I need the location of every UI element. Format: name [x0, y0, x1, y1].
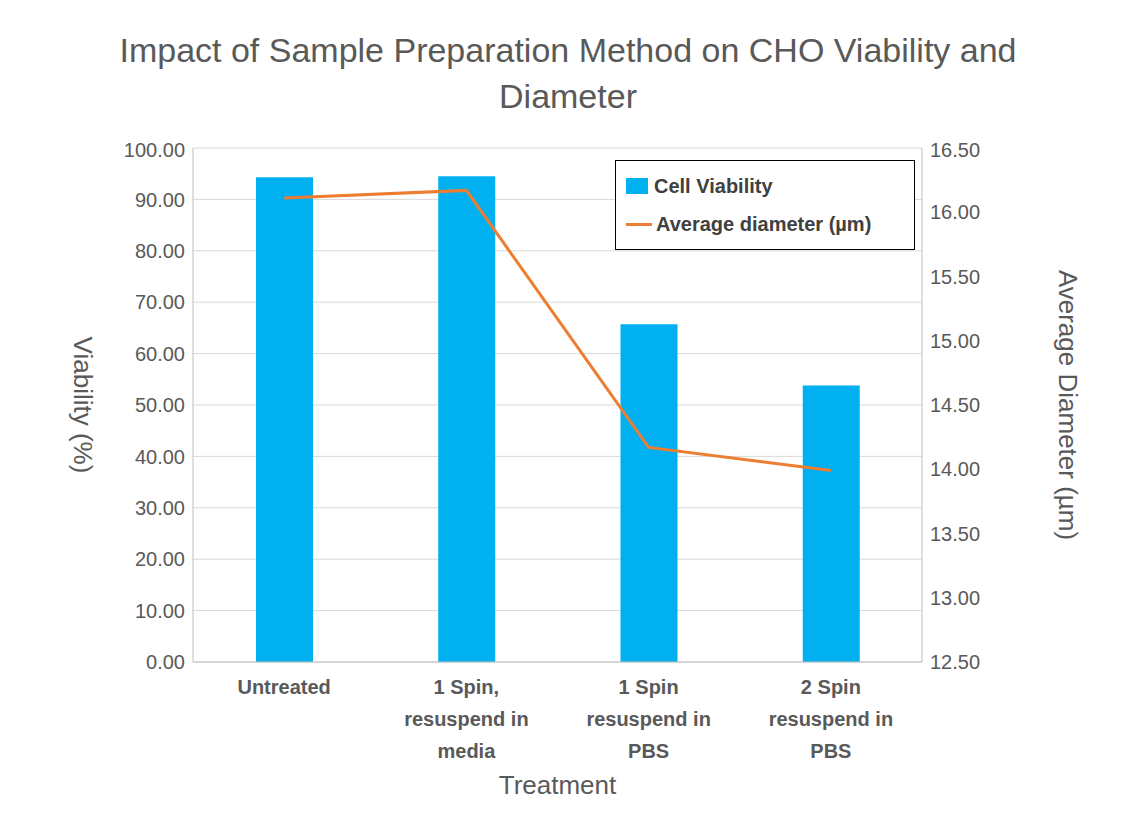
svg-text:13.00: 13.00 [930, 587, 980, 609]
svg-text:60.00: 60.00 [135, 343, 185, 365]
svg-text:16.00: 16.00 [930, 201, 980, 223]
svg-text:1 Spinresuspend inPBS: 1 Spinresuspend inPBS [586, 676, 710, 762]
svg-text:90.00: 90.00 [135, 189, 185, 211]
svg-text:1 Spin,resuspend inmedia: 1 Spin,resuspend inmedia [404, 676, 528, 762]
svg-text:40.00: 40.00 [135, 446, 185, 468]
svg-text:30.00: 30.00 [135, 497, 185, 519]
svg-text:14.50: 14.50 [930, 394, 980, 416]
svg-text:Untreated: Untreated [237, 676, 330, 698]
svg-text:50.00: 50.00 [135, 394, 185, 416]
svg-text:Viability (%): Viability (%) [68, 337, 98, 474]
svg-text:Average Diameter (µm): Average Diameter (µm) [1053, 270, 1083, 540]
svg-text:15.50: 15.50 [930, 266, 980, 288]
svg-text:16.50: 16.50 [930, 139, 980, 161]
svg-text:70.00: 70.00 [135, 291, 185, 313]
svg-text:2 Spinresuspend inPBS: 2 Spinresuspend inPBS [769, 676, 893, 762]
svg-text:13.50: 13.50 [930, 523, 980, 545]
svg-text:0.00: 0.00 [146, 651, 185, 673]
svg-text:Treatment: Treatment [499, 770, 617, 800]
svg-text:20.00: 20.00 [135, 548, 185, 570]
svg-text:80.00: 80.00 [135, 240, 185, 262]
svg-text:12.50: 12.50 [930, 651, 980, 673]
svg-text:14.00: 14.00 [930, 458, 980, 480]
html-text:Impact of Sample Preparation M: Impact of Sample Preparation Method on C… [119, 31, 1017, 115]
svg-text:15.00: 15.00 [930, 330, 980, 352]
html-text:Average diameter (µm): Average diameter (µm) [656, 212, 872, 235]
svg-text:100.00: 100.00 [124, 139, 185, 161]
html-text:Cell Viability: Cell Viability [654, 174, 773, 197]
svg-text:10.00: 10.00 [135, 600, 185, 622]
